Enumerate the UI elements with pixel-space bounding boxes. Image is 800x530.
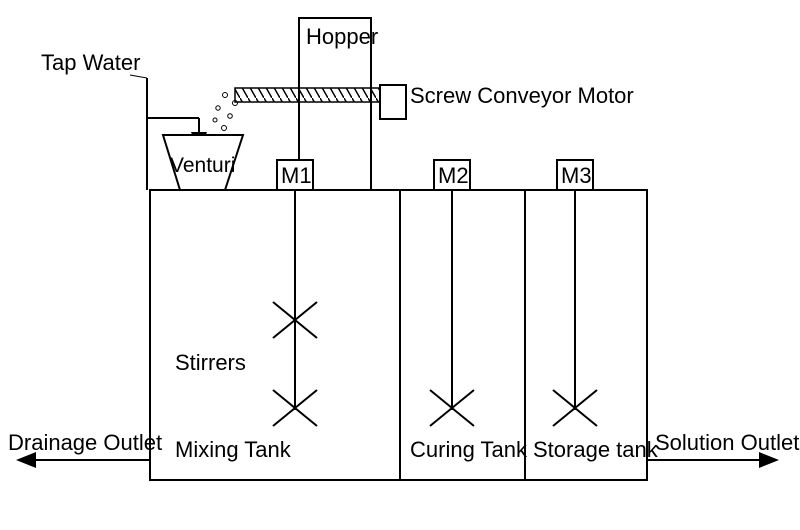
tap-water-lead [130, 75, 147, 78]
m1-label: M1 [281, 163, 312, 188]
screw-motor-label: Screw Conveyor Motor [410, 83, 634, 108]
curing-tank-label: Curing Tank [410, 437, 528, 462]
solution-outlet-label: Solution Outlet [655, 430, 799, 455]
m3-label: M3 [561, 163, 592, 188]
stirrers-label: Stirrers [175, 350, 246, 375]
m2-label: M2 [438, 163, 469, 188]
venturi-label: Venturi [170, 154, 235, 177]
motor-m1: M1 [277, 160, 313, 190]
hopper-label: Hopper [306, 24, 378, 49]
motor-m2: M2 [434, 160, 470, 190]
motor-m3: M3 [557, 160, 593, 190]
process-diagram: Hopper Screw Conveyor Motor Tap Water Ve… [0, 0, 800, 530]
stirrer-blades [273, 302, 597, 426]
bubbles [213, 93, 238, 131]
tap-water-label: Tap Water [41, 50, 140, 75]
drainage-outlet-label: Drainage Outlet [8, 430, 162, 455]
storage-tank-label: Storage tank [533, 437, 659, 462]
screw-conveyor [235, 88, 393, 102]
screw-motor-box [380, 85, 406, 119]
mixing-tank-label: Mixing Tank [175, 437, 292, 462]
